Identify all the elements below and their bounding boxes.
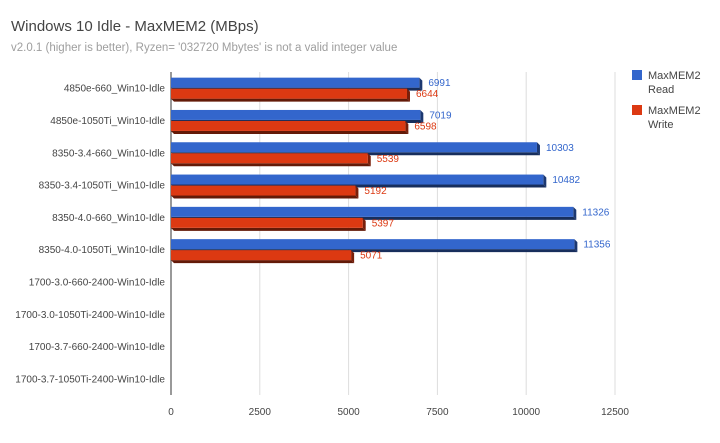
data-label: 5539 [377,154,400,165]
data-label: 10482 [552,175,580,186]
legend: MaxMEM2 Read MaxMEM2 Write [632,70,701,131]
x-tick-label: 12500 [601,407,629,418]
x-tick-label: 10000 [512,407,540,418]
legend-swatch [632,105,642,115]
x-tick-label: 5000 [337,407,360,418]
category-label: 4850e-660_Win10-Idle [64,84,166,95]
data-label: 10303 [546,143,574,154]
chart-title: Windows 10 Idle - MaxMEM2 (MBps) [11,18,259,35]
category-label: 8350-3.4-660_Win10-Idle [52,148,165,159]
category-labels: 4850e-660_Win10-Idle 4850e-1050Ti_Win10-I… [15,84,165,386]
category-label: 1700-3.7-1050Ti-2400-Win10-Idle [15,374,165,385]
category-label: 4850e-1050Ti_Win10-Idle [50,116,165,127]
category-label: 8350-3.4-1050Ti_Win10-Idle [39,181,166,192]
data-label: 11356 [583,240,611,251]
category-label: 1700-3.0-1050Ti-2400-Win10-Idle [15,310,165,321]
legend-label: MaxMEM2 Read [648,70,701,96]
category-label: 8350-4.0-1050Ti_Win10-Idle [39,245,166,256]
x-tick-label: 0 [168,407,174,418]
bars [171,77,578,264]
legend-swatch [632,70,642,80]
x-tick-labels: 0 2500 5000 7500 10000 12500 [168,407,629,418]
x-tick-label: 2500 [249,407,272,418]
legend-entry: MaxMEM2 Write [632,105,701,131]
bar-write [171,153,371,167]
data-label: 11326 [582,207,610,218]
bar-write [171,88,410,102]
category-label: 8350-4.0-660_Win10-Idle [52,213,165,224]
data-label: 6644 [416,89,439,100]
category-label: 1700-3.0-660-2400-Win10-Idle [29,277,166,288]
data-label: 5071 [360,251,383,262]
chart-subtitle: v2.0.1 (higher is better), Ryzen= '03272… [11,42,397,54]
bar-write [171,250,355,264]
x-tick-label: 7500 [426,407,449,418]
legend-label: MaxMEM2 Write [648,105,701,131]
data-label: 6598 [414,121,437,132]
data-label: 7019 [429,110,452,121]
data-label: 5397 [372,218,395,229]
bar-write [171,120,409,134]
data-label: 5192 [364,186,387,197]
data-label: 6991 [428,78,451,89]
legend-entry: MaxMEM2 Read [632,70,701,96]
category-label: 1700-3.7-660-2400-Win10-Idle [29,342,166,353]
bar-write [171,185,359,199]
bar-write [171,217,366,231]
